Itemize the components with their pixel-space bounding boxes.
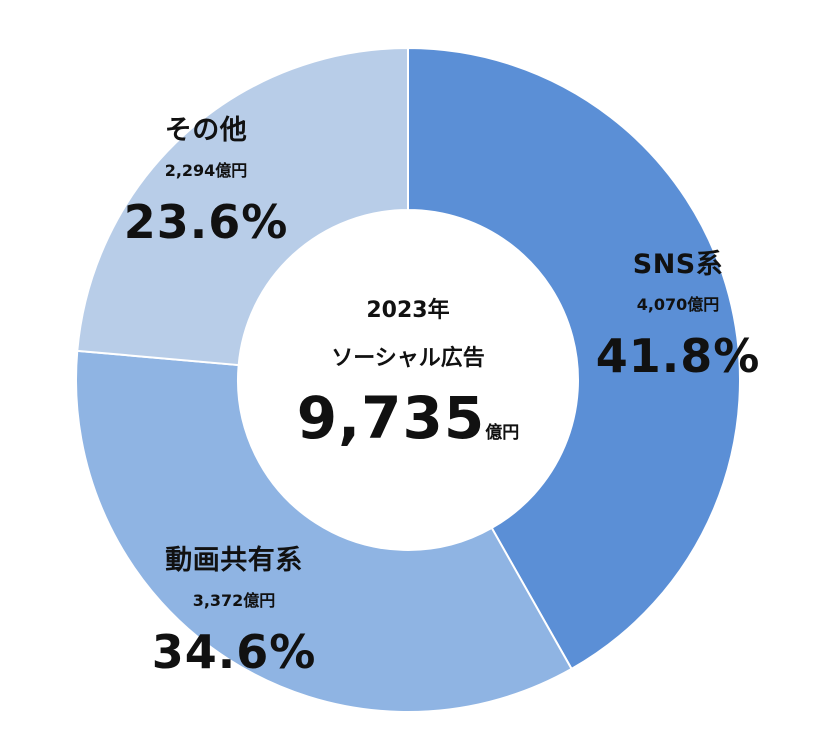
center-total-unit: 億円: [485, 423, 520, 443]
donut-slice-sns: [407, 46, 741, 671]
donut-slice-video: [75, 349, 573, 713]
slice-category-sns: SNS系: [632, 249, 724, 280]
slice-amount-sns: 4,070億円: [636, 295, 720, 314]
center-total: 9,735: [296, 384, 486, 452]
slice-percent-other: 23.6%: [123, 195, 289, 249]
slice-category-other: その他: [164, 115, 248, 146]
slice-percent-video: 34.6%: [151, 625, 317, 679]
slice-percent-sns: 41.8%: [595, 329, 761, 383]
slice-label-video: 動画共有系 3,372億円 34.6%: [152, 538, 317, 679]
slice-label-other: その他 2,294億円 23.6%: [124, 108, 289, 249]
donut-center-label: 2023年 ソーシャル広告 9,735億円: [297, 292, 519, 452]
center-total-row: 9,735億円: [297, 384, 519, 452]
donut-slice-other: [76, 46, 409, 367]
slice-category-video: 動画共有系: [165, 545, 303, 576]
slice-amount-other: 2,294億円: [164, 161, 248, 180]
slice-amount-video: 3,372億円: [192, 591, 276, 610]
donut-slices: [75, 46, 741, 713]
slice-label-sns: SNS系 4,070億円 41.8%: [596, 242, 761, 383]
center-year: 2023年: [366, 298, 450, 323]
center-subtitle: ソーシャル広告: [331, 346, 485, 371]
